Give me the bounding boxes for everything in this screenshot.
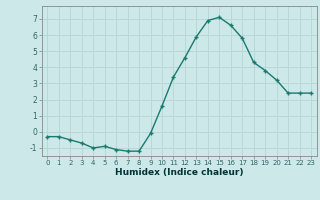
X-axis label: Humidex (Indice chaleur): Humidex (Indice chaleur) bbox=[115, 168, 244, 177]
